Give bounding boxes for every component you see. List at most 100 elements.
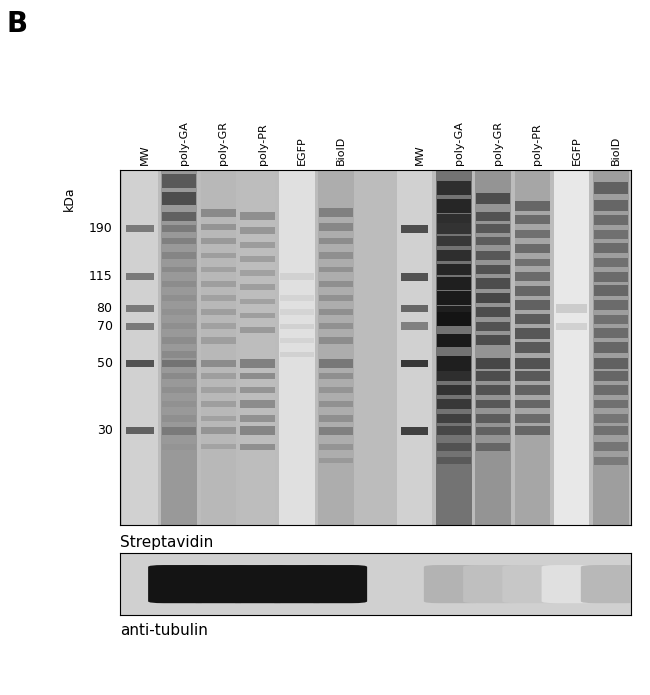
Bar <box>593 215 628 225</box>
Bar <box>240 444 275 450</box>
Bar <box>162 359 196 368</box>
Bar <box>437 399 471 409</box>
Bar <box>476 193 510 204</box>
Bar <box>319 459 354 464</box>
Bar <box>201 267 236 272</box>
Bar <box>126 273 153 280</box>
Bar <box>319 359 354 368</box>
Bar <box>593 443 628 451</box>
Bar <box>201 238 236 245</box>
Bar <box>201 416 236 421</box>
Bar <box>593 358 628 369</box>
Bar <box>319 373 354 379</box>
Bar <box>593 286 628 296</box>
Bar <box>593 386 628 395</box>
Bar <box>162 323 196 329</box>
Bar <box>162 352 196 358</box>
Bar <box>240 327 275 333</box>
Text: MW: MW <box>140 145 150 165</box>
Bar <box>515 386 550 395</box>
Bar <box>515 201 550 211</box>
Bar <box>201 444 236 449</box>
Bar <box>240 415 275 422</box>
Bar <box>122 170 157 525</box>
Bar <box>280 338 314 343</box>
Bar <box>476 224 510 234</box>
Bar <box>593 426 628 435</box>
Bar <box>319 427 354 434</box>
Bar <box>162 427 196 434</box>
Bar <box>240 256 275 262</box>
Bar <box>126 427 153 434</box>
Bar <box>593 315 628 324</box>
Bar <box>437 312 471 326</box>
Bar <box>476 336 510 345</box>
Bar <box>162 252 196 259</box>
Bar <box>437 370 471 381</box>
Bar <box>515 358 550 369</box>
Bar <box>437 385 471 395</box>
Bar <box>515 371 550 381</box>
Bar <box>162 267 196 272</box>
Bar <box>201 309 236 315</box>
Text: kDa: kDa <box>62 186 75 211</box>
Text: poly-GR: poly-GR <box>493 121 503 165</box>
FancyBboxPatch shape <box>227 565 289 603</box>
Bar <box>593 272 628 281</box>
Bar <box>280 324 314 329</box>
Bar <box>437 236 471 246</box>
Bar <box>437 291 471 304</box>
FancyBboxPatch shape <box>266 565 328 603</box>
Bar <box>280 295 314 301</box>
Bar <box>515 426 550 435</box>
Bar <box>515 286 550 296</box>
Text: 70: 70 <box>97 320 112 333</box>
Bar <box>240 313 275 318</box>
Bar <box>240 426 275 435</box>
Bar <box>201 359 236 368</box>
Bar <box>476 443 510 450</box>
Bar <box>476 427 510 435</box>
Bar <box>162 415 196 422</box>
Bar <box>280 170 315 525</box>
Bar <box>240 270 275 276</box>
Bar <box>593 300 628 310</box>
Bar <box>162 238 196 245</box>
Bar <box>162 225 196 232</box>
Bar <box>475 170 511 525</box>
Bar <box>437 250 471 261</box>
Bar <box>201 252 236 258</box>
Text: poly-PR: poly-PR <box>532 123 542 165</box>
Bar <box>476 322 510 331</box>
Bar <box>319 309 354 315</box>
Bar <box>319 295 354 301</box>
Text: poly-GA: poly-GA <box>454 121 464 165</box>
Bar <box>554 170 590 525</box>
Bar <box>162 387 196 393</box>
Bar <box>280 352 314 357</box>
Bar <box>126 360 153 367</box>
Bar <box>515 414 550 423</box>
FancyBboxPatch shape <box>541 565 602 603</box>
Bar <box>476 265 510 275</box>
Bar <box>162 444 196 450</box>
Bar <box>437 414 471 423</box>
Text: MW: MW <box>415 145 424 165</box>
Bar <box>401 322 428 330</box>
Bar <box>201 373 236 379</box>
Bar <box>437 426 471 435</box>
Bar <box>319 337 354 343</box>
Text: BioID: BioID <box>336 136 346 165</box>
Bar <box>240 227 275 234</box>
Bar <box>126 225 153 232</box>
Bar <box>318 170 354 525</box>
Bar <box>319 444 354 450</box>
Bar <box>126 322 153 329</box>
Text: B: B <box>6 10 27 38</box>
Text: 115: 115 <box>89 270 112 283</box>
Bar <box>593 457 628 465</box>
Bar <box>319 387 354 393</box>
Bar <box>593 229 628 238</box>
FancyBboxPatch shape <box>424 565 484 603</box>
Bar <box>515 215 550 224</box>
